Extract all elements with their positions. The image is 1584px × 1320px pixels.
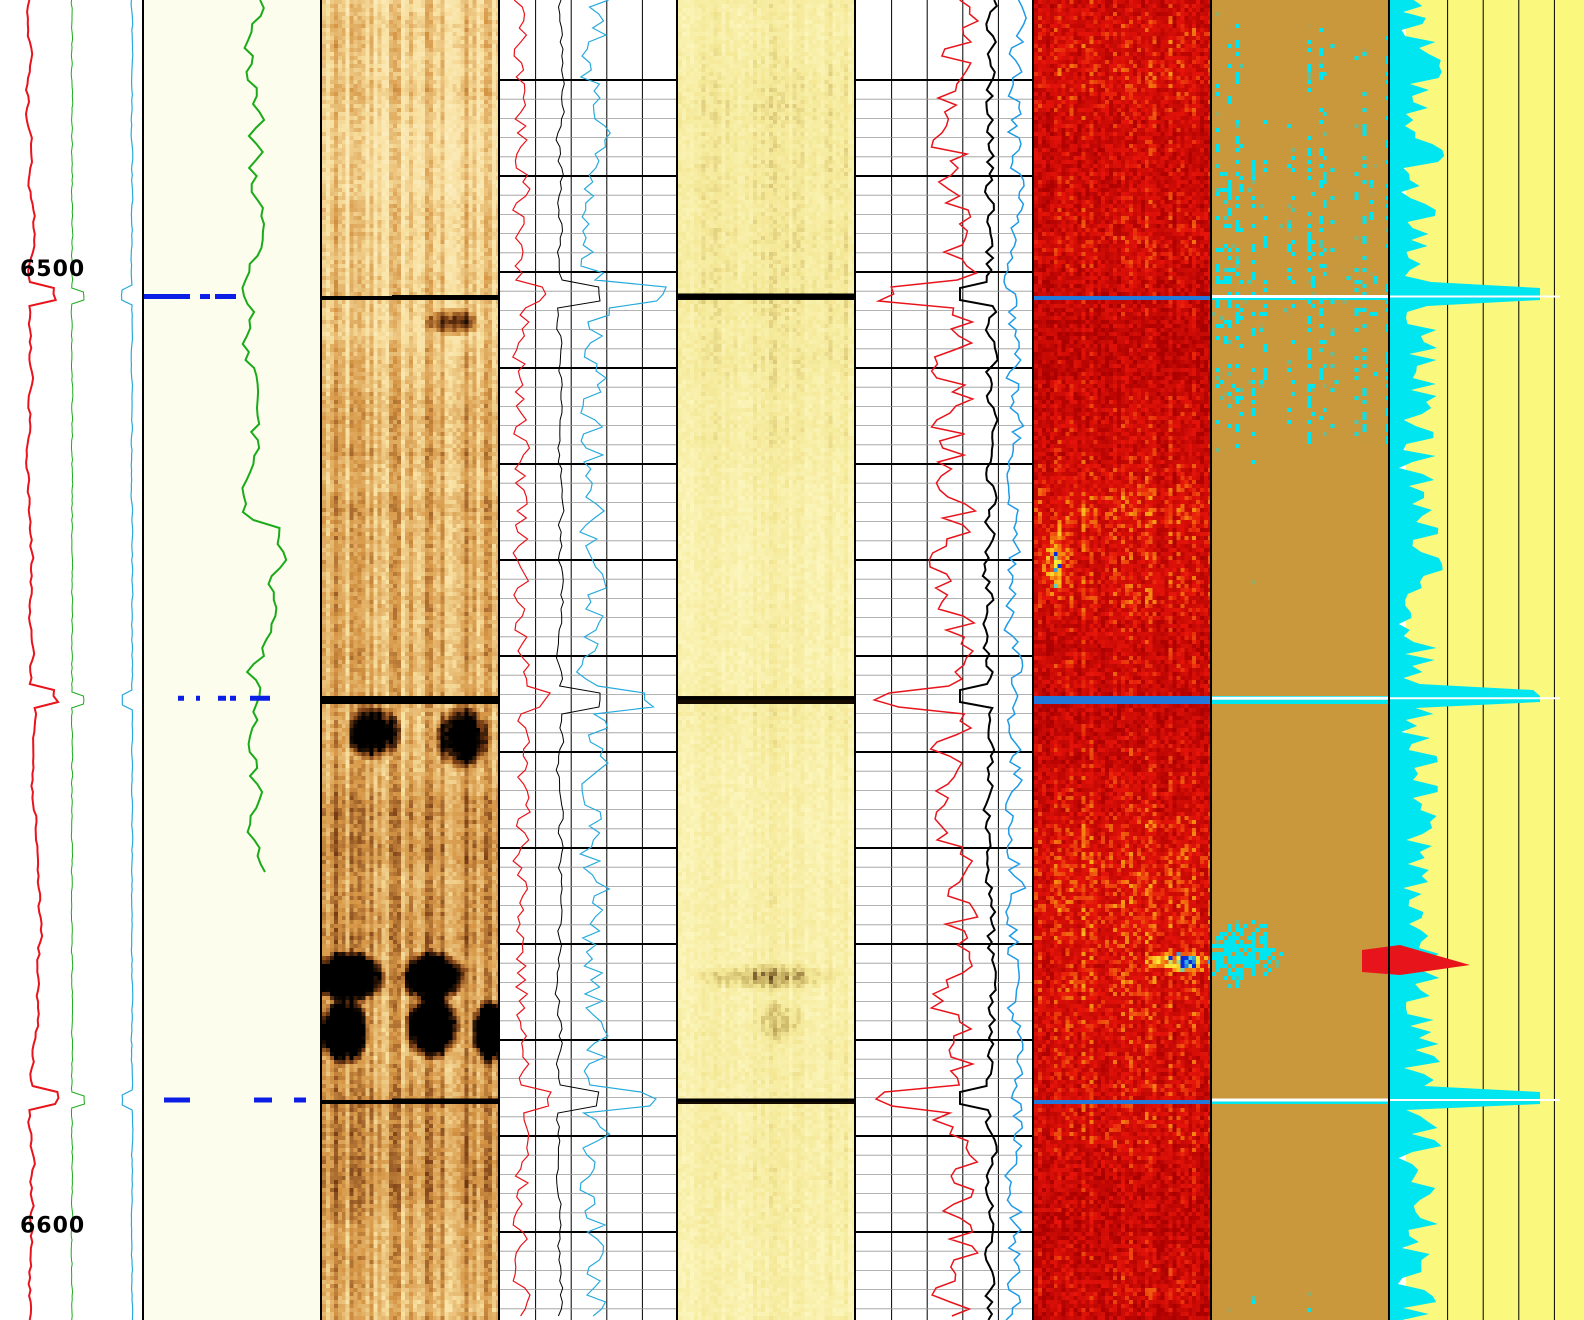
- depth-label: 6500: [20, 257, 85, 282]
- curve-track-background: [144, 0, 322, 1320]
- image-track-4: [1212, 0, 1390, 1320]
- area-track-fill: [1390, 0, 1540, 1320]
- image-track-2: [678, 0, 856, 1320]
- image-track-1: [322, 0, 500, 1320]
- curves-1-cyan-curve: [575, 0, 667, 1317]
- depth-track-red-curve: [24, 0, 60, 1320]
- depth-track-green-curve: [70, 0, 86, 1320]
- depth-track-cyan-curve: [120, 0, 134, 1320]
- green-track-curve: [241, 0, 288, 873]
- depth-label: 6600: [20, 1213, 85, 1238]
- curves-1-red-curve: [511, 0, 552, 1317]
- image-track-3: [1034, 0, 1212, 1320]
- curves-2-cyan-curve: [1003, 0, 1027, 1320]
- curves-1-black-curve: [554, 0, 601, 1317]
- curves-2-red-curve: [872, 0, 980, 1317]
- curves-2-black-curve: [959, 0, 999, 1320]
